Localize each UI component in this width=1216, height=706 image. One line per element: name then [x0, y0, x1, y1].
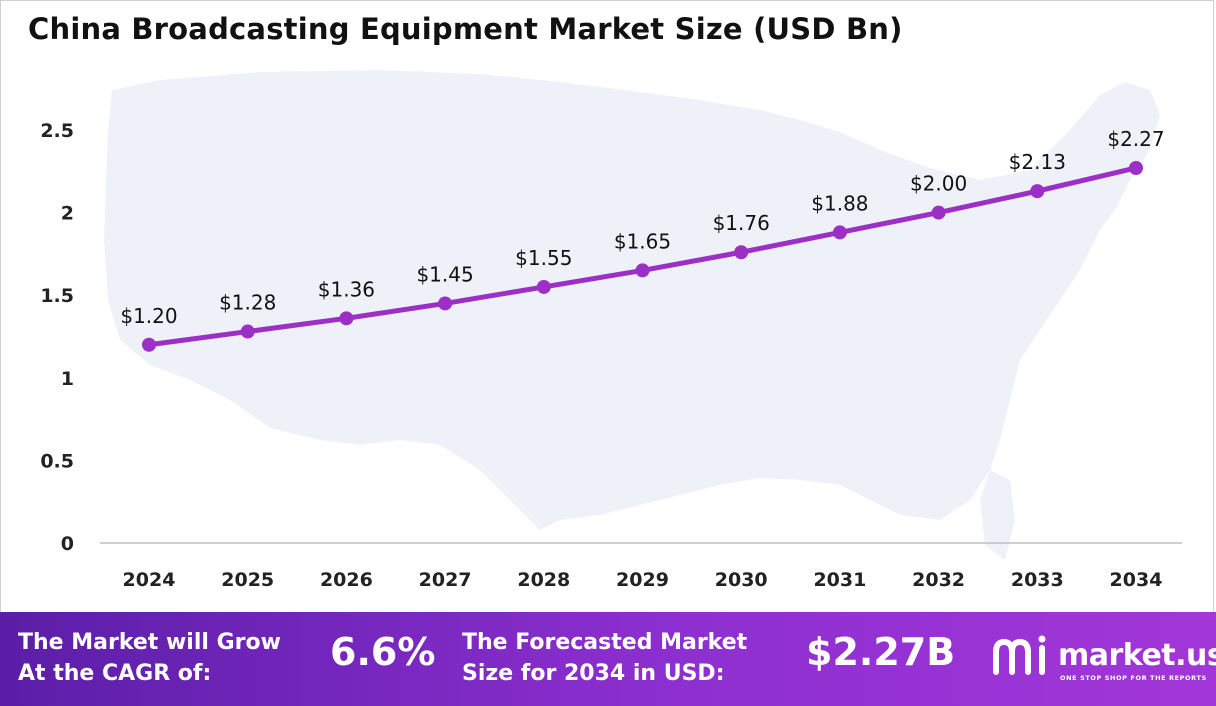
data-point [536, 279, 551, 294]
x-tick-label: 2028 [517, 569, 570, 591]
data-point [832, 225, 847, 240]
data-point [339, 311, 354, 326]
y-tick-label: 2 [61, 203, 74, 225]
x-tick-label: 2025 [221, 569, 274, 591]
line-chart: 0 0.5 1 1.5 2 2.5 2024 2025 2026 2027 2028 2029 203… [40, 70, 1182, 591]
data-label: $1.28 [219, 291, 276, 315]
data-label: $1.76 [713, 211, 770, 235]
x-tick-label: 2026 [320, 569, 373, 591]
y-axis-ticks: 0 0.5 1 1.5 2 2.5 [40, 120, 74, 555]
y-tick-label: 1.5 [40, 285, 74, 307]
y-tick-label: 0 [61, 533, 74, 555]
cagr-label-line-2: At the CAGR of: [18, 661, 212, 686]
data-point [438, 296, 453, 311]
data-label: $1.55 [515, 246, 572, 270]
data-point [240, 324, 255, 339]
data-label: $2.00 [910, 172, 967, 196]
data-point [142, 337, 156, 352]
forecast-label-line-2: Size for 2034 in USD: [462, 661, 725, 686]
data-label: $1.36 [318, 277, 375, 301]
background-map-silhouette [104, 70, 1160, 560]
data-point [1030, 184, 1045, 199]
data-label: $1.45 [416, 262, 473, 286]
x-tick-label: 2027 [419, 569, 472, 591]
x-tick-label: 2030 [715, 569, 768, 591]
x-tick-label: 2032 [912, 569, 965, 591]
cagr-label: The Market will Grow At the CAGR of: [18, 627, 281, 689]
market-us-logo-icon [993, 635, 1046, 675]
x-axis-ticks: 2024 2025 2026 2027 2028 2029 2030 2031 2032 2033… [123, 569, 1163, 591]
data-label: $1.20 [120, 304, 177, 328]
data-label: $1.88 [811, 191, 868, 215]
y-tick-label: 1 [61, 368, 74, 390]
forecast-label: The Forecasted Market Size for 2034 in U… [462, 627, 747, 689]
data-labels: $1.20 $1.28 $1.36 $1.45 $1.55 $1.65 $1.76 $1.88… [120, 127, 1164, 328]
data-label: $2.13 [1009, 150, 1066, 174]
data-point [734, 245, 749, 260]
data-point [931, 205, 946, 220]
forecast-label-line-1: The Forecasted Market [462, 630, 748, 655]
x-tick-label: 2033 [1011, 569, 1064, 591]
data-label: $2.27 [1107, 127, 1164, 151]
brand-tagline: ONE STOP SHOP FOR THE REPORTS [1060, 674, 1207, 682]
cagr-label-line-1: The Market will Grow [18, 630, 281, 655]
summary-footer: The Market will Grow At the CAGR of: 6.6… [0, 612, 1216, 706]
x-tick-label: 2024 [123, 569, 176, 591]
y-tick-label: 0.5 [40, 450, 74, 472]
cagr-value: 6.6% [330, 630, 436, 674]
x-tick-label: 2029 [616, 569, 669, 591]
data-point [1129, 160, 1143, 175]
x-tick-label: 2031 [813, 569, 866, 591]
data-point [635, 263, 650, 278]
series-line [142, 160, 1143, 352]
forecast-value: $2.27B [806, 630, 956, 674]
brand-logo: market.us ONE STOP SHOP FOR THE REPORTS [990, 634, 1216, 684]
chart-title: China Broadcasting Equipment Market Size… [28, 12, 903, 46]
brand-name: market.us [1058, 638, 1216, 673]
data-label: $1.65 [614, 229, 671, 253]
y-tick-label: 2.5 [40, 120, 74, 142]
x-tick-label: 2034 [1110, 569, 1163, 591]
